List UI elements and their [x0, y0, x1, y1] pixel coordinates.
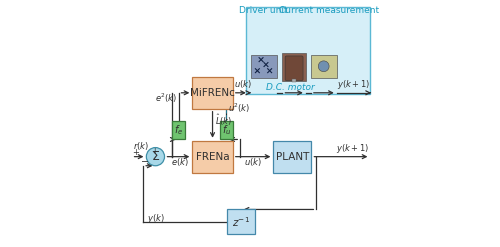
FancyBboxPatch shape	[292, 79, 296, 82]
Text: $e(k)$: $e(k)$	[170, 156, 188, 168]
Text: $u(k)$: $u(k)$	[234, 78, 252, 90]
FancyBboxPatch shape	[220, 121, 233, 140]
Text: $e^2(k)$: $e^2(k)$	[155, 92, 178, 105]
FancyBboxPatch shape	[192, 141, 233, 173]
FancyBboxPatch shape	[172, 121, 185, 140]
FancyBboxPatch shape	[246, 7, 370, 94]
FancyBboxPatch shape	[226, 209, 255, 234]
Text: PLANT: PLANT	[276, 152, 309, 162]
FancyBboxPatch shape	[311, 55, 336, 78]
Text: +: +	[151, 147, 158, 156]
Text: $\hat{L}(k)$: $\hat{L}(k)$	[214, 112, 232, 128]
Circle shape	[318, 61, 329, 72]
Text: FRENa: FRENa	[196, 152, 230, 162]
FancyBboxPatch shape	[251, 55, 277, 78]
FancyBboxPatch shape	[274, 141, 312, 173]
Text: $u^2(k)$: $u^2(k)$	[228, 102, 250, 115]
FancyBboxPatch shape	[285, 56, 303, 81]
Text: Current measurement: Current measurement	[278, 6, 378, 15]
Text: Driver unit: Driver unit	[239, 6, 288, 15]
Text: $y(k)$: $y(k)$	[146, 211, 164, 225]
Text: MiFRENc: MiFRENc	[190, 88, 235, 98]
Circle shape	[146, 147, 164, 166]
Text: $\Sigma$: $\Sigma$	[151, 150, 160, 163]
Text: $y(k+1)$: $y(k+1)$	[338, 78, 371, 91]
Text: $-$: $-$	[140, 155, 149, 165]
FancyBboxPatch shape	[192, 77, 233, 109]
Text: $y(k+1)$: $y(k+1)$	[336, 142, 370, 155]
FancyBboxPatch shape	[282, 53, 306, 81]
Text: $f_u$: $f_u$	[222, 123, 231, 137]
Text: $f_e$: $f_e$	[174, 123, 183, 137]
Text: D.C. motor: D.C. motor	[266, 83, 315, 92]
Text: +: +	[132, 148, 140, 157]
Text: $u(k)$: $u(k)$	[244, 156, 262, 168]
Text: $z^{-1}$: $z^{-1}$	[232, 215, 250, 229]
Text: $r(k)$: $r(k)$	[132, 140, 148, 152]
